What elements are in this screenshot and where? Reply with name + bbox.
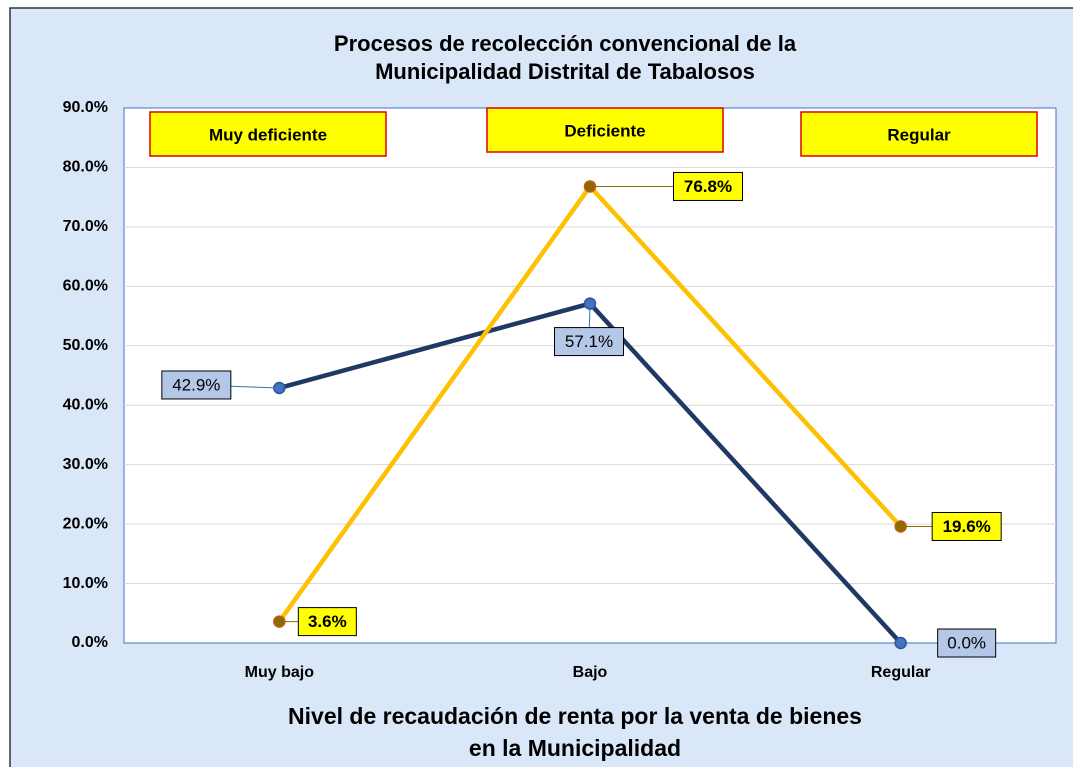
point (894, 520, 907, 533)
y-tick-label: 40.0% (63, 396, 108, 413)
y-tick-label: 0.0% (72, 634, 108, 651)
y-tick-label: 80.0% (63, 159, 108, 176)
annotation: Regular (887, 125, 951, 144)
annotation-box (149, 111, 387, 157)
data-label: 57.1% (565, 332, 613, 351)
chart-title: Procesos de recolección convencional de … (334, 31, 797, 56)
annotation: Muy deficiente (209, 125, 327, 144)
data-label-box (297, 607, 357, 637)
annotation-box (800, 111, 1038, 157)
y-tick-label: 20.0% (63, 515, 108, 532)
y-tick-label: 70.0% (63, 218, 108, 235)
chart-title: Municipalidad Distrital de Tabalosos (375, 59, 755, 84)
y-tick-label: 30.0% (63, 456, 108, 473)
data-label-box (554, 327, 624, 357)
point (273, 381, 286, 395)
data-label: 19.6% (943, 517, 991, 536)
x-tick-label: Muy bajo (245, 664, 315, 681)
data-label: 3.6% (308, 612, 347, 631)
x-axis-title: Nivel de recaudación de renta por la ven… (288, 703, 862, 729)
x-tick-label: Regular (871, 664, 931, 681)
y-tick-label: 10.0% (63, 575, 108, 592)
plot-area (123, 107, 1057, 644)
data-label-box (937, 628, 997, 658)
y-tick-label: 60.0% (63, 278, 108, 295)
data-label: 0.0% (947, 633, 986, 652)
y-tick-label: 90.0% (63, 99, 108, 116)
x-tick-label: Bajo (573, 664, 608, 681)
data-label: 42.9% (172, 375, 220, 394)
y-tick-label: 50.0% (63, 337, 108, 354)
data-label-box (673, 171, 743, 201)
point (583, 180, 597, 193)
data-label: 76.8% (684, 177, 732, 196)
x-axis-title: en la Municipalidad (469, 735, 681, 761)
annotation: Deficiente (564, 121, 645, 140)
point (583, 297, 597, 310)
data-label-box (161, 370, 232, 400)
annotation-box (486, 107, 724, 153)
point (273, 615, 286, 628)
data-label-box (931, 511, 1002, 541)
point (894, 636, 907, 650)
